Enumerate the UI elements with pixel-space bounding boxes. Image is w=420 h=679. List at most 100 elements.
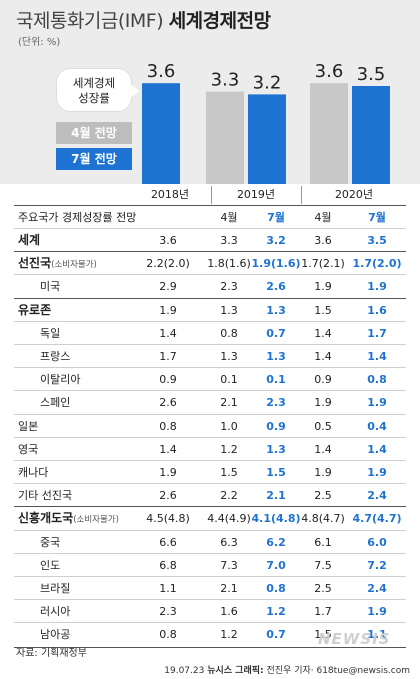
year-header-row: 2018년 2019년 2020년 [0, 184, 420, 206]
cell-j2019: 4.1(4.8) [251, 512, 301, 526]
row-label: 독일 [40, 326, 61, 340]
cell-a2020: 7.5 [314, 558, 332, 572]
table-row: 신흥개도국(소비자물가) 4.5(4.8) 4.4(4.9) 4.1(4.8) 4.8(… [0, 507, 420, 530]
cell-j2019: 1.3 [266, 350, 286, 363]
cell-v2018: 4.5(4.8) [146, 512, 190, 526]
cell-a2019: 2.3 [220, 280, 238, 294]
cell-a2020: 1.9 [314, 466, 332, 479]
newsis-logo: NEWSIS [318, 630, 391, 648]
row-name: 세계 [18, 229, 40, 252]
cell-a2019: 1.8(1.6) [207, 257, 251, 271]
row-divider [14, 274, 406, 276]
bar-value-label: 3.2 [253, 72, 282, 93]
cell-j2019: 0.1 [266, 373, 286, 387]
cell-v2018: 2.6 [159, 396, 177, 410]
cell-a2019: 1.6 [220, 605, 238, 619]
row-label: 영국 [18, 442, 39, 456]
row-name: 미국 [40, 275, 60, 298]
table-row: 미국 2.9 2.3 2.6 1.9 1.9 [0, 275, 420, 298]
cell-v2018: 0.9 [159, 373, 177, 387]
bar-value-label: 3.5 [357, 64, 386, 85]
row-label: 프랑스 [40, 350, 71, 363]
row-divider [14, 205, 406, 206]
row-divider [14, 647, 406, 648]
row-divider [14, 251, 406, 253]
cell-v2018: 2.2(2.0) [146, 257, 190, 271]
cell-a2020: 1.4 [314, 326, 332, 340]
cell-j2019: 1.9(1.6) [251, 257, 301, 271]
cell-a2020: 6.1 [314, 535, 332, 549]
cell-v2018: 1.1 [159, 582, 177, 595]
table-row: 독일 1.4 0.8 0.7 1.4 1.7 [0, 322, 420, 345]
row-divider [14, 344, 406, 345]
row-divider [14, 506, 406, 508]
cell-j2020: 1.9 [367, 280, 387, 294]
cell-j2020: 7월 [368, 211, 386, 224]
cell-j2020: 0.8 [367, 373, 387, 387]
row-name: 기타 선진국 [18, 484, 72, 507]
cell-j2019: 2.3 [266, 396, 286, 410]
row-sublabel: (소비자물가) [73, 515, 119, 526]
cell-j2019: 6.2 [266, 535, 286, 549]
cell-a2019: 4.4(4.9) [207, 512, 251, 526]
cell-v2018: 2.9 [159, 280, 177, 294]
row-label: 중국 [40, 535, 61, 549]
table-row: 일본 0.8 1.0 0.9 0.5 0.4 [0, 415, 420, 438]
row-divider [14, 529, 406, 531]
cell-j2019: 0.9 [266, 419, 286, 433]
row-label: 유로존 [18, 302, 52, 317]
cell-v2018: 6.8 [159, 558, 177, 572]
cell-j2020: 1.9 [367, 605, 387, 619]
legend-july: 7월 전망 [56, 148, 132, 170]
cell-v2018: 2.6 [159, 489, 177, 503]
table-row: 세계 3.6 3.3 3.2 3.6 3.5 [0, 229, 420, 252]
cell-v2018: 1.4 [159, 326, 177, 340]
row-divider [14, 297, 406, 299]
row-name: 신흥개도국(소비자물가) [18, 507, 119, 530]
row-divider [14, 228, 406, 229]
row-label: 브라질 [40, 582, 71, 595]
credit-agency: 뉴시스 그래픽: [207, 666, 264, 676]
cell-j2019: 1.3 [266, 442, 286, 456]
credit-line: 19.07.23 뉴시스 그래픽: 전진우 기자· 618tue@newsis.… [164, 663, 410, 676]
cell-j2020: 4.7(4.7) [352, 512, 402, 526]
cell-a2019: 2.2 [220, 489, 238, 503]
legend-april: 4월 전망 [56, 122, 132, 144]
row-name: 선진국(소비자물가) [18, 252, 97, 275]
cell-j2019: 2.1 [266, 489, 286, 503]
cell-a2019: 1.5 [220, 466, 238, 479]
row-name: 인도 [40, 554, 60, 577]
cell-v2018: 1.7 [159, 350, 177, 363]
row-divider [14, 622, 406, 624]
legend-bubble: 세계경제 성장률 [56, 68, 132, 112]
cell-a2019: 0.1 [220, 373, 238, 387]
table-row: 중국 6.6 6.3 6.2 6.1 6.0 [0, 531, 420, 554]
row-name: 중국 [40, 531, 60, 554]
row-label: 러시아 [40, 605, 71, 619]
cell-a2019: 1.3 [220, 303, 238, 317]
cell-a2020: 4월 [314, 211, 332, 224]
table-row: 브라질 1.1 2.1 0.8 2.5 2.4 [0, 577, 420, 600]
year-divider [301, 186, 302, 204]
row-sublabel: (소비자물가) [51, 260, 97, 271]
cell-j2019: 0.7 [266, 326, 286, 340]
cell-a2019: 2.1 [220, 396, 238, 410]
row-divider [14, 552, 406, 554]
row-divider [14, 367, 406, 369]
page-title: 국제통화기금(IMF) 세계경제전망 [16, 6, 271, 33]
cell-v2018: 1.9 [159, 303, 177, 317]
cell-j2020: 3.5 [367, 234, 387, 247]
year-header: 2019년 [236, 188, 276, 201]
cell-v2018: 2.3 [159, 605, 177, 619]
table-row: 기타 선진국 2.6 2.2 2.1 2.5 2.4 [0, 484, 420, 507]
cell-j2019: 1.5 [266, 466, 286, 479]
cell-j2019: 1.2 [266, 605, 286, 619]
cell-a2019: 1.0 [220, 419, 238, 433]
year-divider [211, 186, 212, 204]
cell-a2019: 1.2 [220, 628, 238, 642]
cell-j2020: 1.4 [367, 442, 387, 456]
title-main: 세계경제전망 [168, 10, 271, 32]
row-name: 독일 [40, 322, 60, 345]
row-name: 영국 [18, 438, 38, 461]
bar-2020년-4월 전망 [310, 83, 348, 184]
